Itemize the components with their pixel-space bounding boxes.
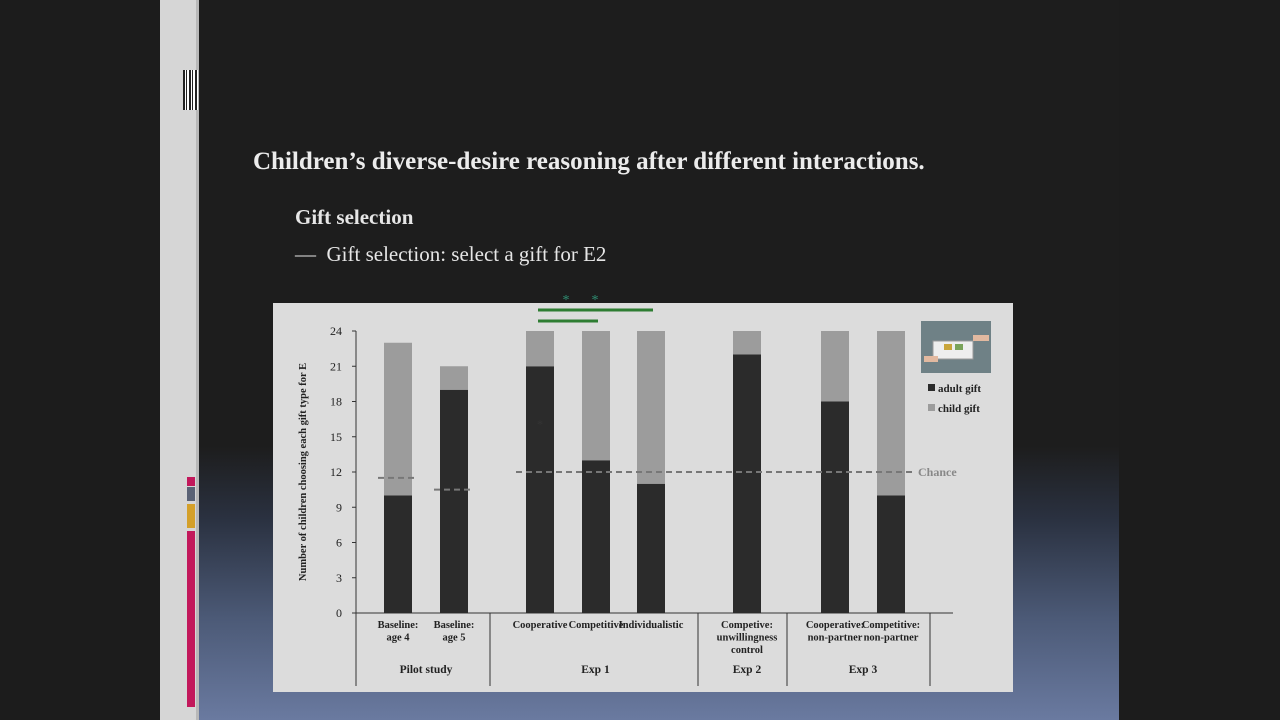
category-label: Competitive: xyxy=(862,620,920,631)
hand-shape xyxy=(973,335,989,341)
category-label: Individualistic xyxy=(619,620,684,631)
group-label: Pilot study xyxy=(400,664,453,676)
group-label: Exp 2 xyxy=(733,664,762,676)
category-label: Baseline: xyxy=(434,620,475,631)
bar-adult-gift xyxy=(526,366,554,613)
y-axis-label: Number of children choosing each gift ty… xyxy=(298,363,309,581)
bar-adult-gift xyxy=(582,460,610,613)
category-label: control xyxy=(731,645,763,656)
y-tick-label: 24 xyxy=(330,324,342,338)
chance-label: Chance xyxy=(918,465,957,479)
category-label: non-partner xyxy=(808,633,863,644)
bar-adult-gift xyxy=(877,495,905,613)
bar-child-gift xyxy=(440,366,468,390)
bar-child-gift xyxy=(637,331,665,484)
gift-item-shape xyxy=(944,344,952,350)
bullet-dash: — xyxy=(295,242,316,266)
bar-adult-gift xyxy=(821,401,849,613)
category-label: Baseline: xyxy=(378,620,419,631)
sidebar-edge xyxy=(196,0,199,720)
bar-child-gift xyxy=(526,331,554,367)
faint-star-mark: * xyxy=(537,417,543,431)
barcode-icon xyxy=(183,70,198,110)
section-heading: Gift selection xyxy=(295,205,414,229)
y-tick-label: 21 xyxy=(330,359,342,373)
bar-child-gift xyxy=(733,331,761,355)
category-label: unwillingness xyxy=(717,633,778,644)
bar-adult-gift xyxy=(384,495,412,613)
accent-block-4 xyxy=(187,531,195,707)
y-tick-label: 6 xyxy=(336,536,342,550)
accent-block-3 xyxy=(187,504,195,528)
legend-label: adult gift xyxy=(938,383,981,395)
bar-adult-gift xyxy=(637,483,665,613)
bar-child-gift xyxy=(384,342,412,496)
gift-item-shape xyxy=(955,344,963,350)
bullet-line: — Gift selection: select a gift for E2 xyxy=(295,242,606,267)
bar-child-gift xyxy=(821,331,849,402)
hand-shape xyxy=(924,356,938,362)
bar-adult-gift xyxy=(733,354,761,613)
page-title: Children’s diverse-desire reasoning afte… xyxy=(253,148,925,175)
category-label: Cooperative xyxy=(513,620,568,631)
bullet-text: Gift selection: select a gift for E2 xyxy=(326,242,607,266)
legend-swatch xyxy=(928,404,935,411)
y-tick-label: 0 xyxy=(336,606,342,620)
bar-adult-gift xyxy=(440,389,468,613)
accent-block-1 xyxy=(187,477,195,486)
category-label: Competitive xyxy=(569,620,624,631)
group-label: Exp 3 xyxy=(849,664,878,676)
legend-swatch xyxy=(928,384,935,391)
significance-star: * xyxy=(563,293,570,308)
y-tick-label: 18 xyxy=(330,395,342,409)
bar-child-gift xyxy=(877,331,905,496)
bar-child-gift xyxy=(582,331,610,461)
legend-label: child gift xyxy=(938,403,980,415)
category-label: Cooperative: xyxy=(806,620,864,631)
gift-box-shape xyxy=(932,340,974,360)
category-label: age 4 xyxy=(386,633,410,644)
accent-block-2 xyxy=(187,487,195,501)
group-label: Exp 1 xyxy=(581,664,610,676)
category-label: Competive: xyxy=(721,620,773,631)
category-label: age 5 xyxy=(442,633,465,644)
category-label: non-partner xyxy=(864,633,919,644)
significance-star: * xyxy=(592,293,599,308)
y-tick-label: 12 xyxy=(330,465,342,479)
y-tick-label: 9 xyxy=(336,500,342,514)
y-tick-label: 15 xyxy=(330,430,342,444)
y-tick-label: 3 xyxy=(336,571,342,585)
